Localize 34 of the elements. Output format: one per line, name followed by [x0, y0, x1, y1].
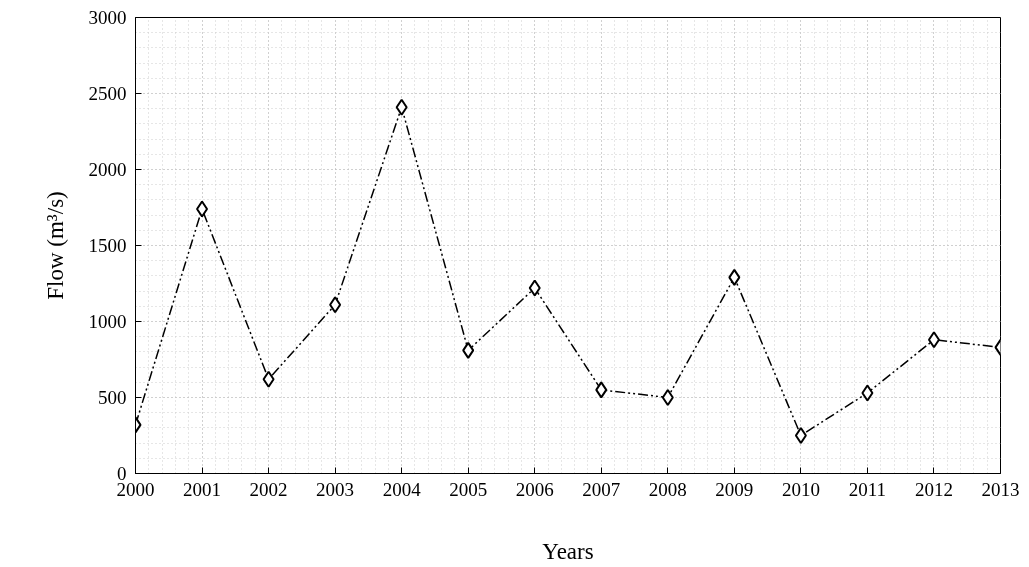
y-tick-label: 2500 — [88, 83, 127, 104]
x-tick-label: 2004 — [382, 478, 422, 500]
y-tick-label: 2000 — [88, 159, 127, 180]
y-tick-label: 1000 — [88, 311, 127, 332]
y-tick-label: 3000 — [88, 7, 127, 28]
x-tick-label: 2010 — [781, 478, 820, 500]
x-tick-label: 2008 — [648, 478, 687, 500]
x-tick-label: 2006 — [515, 478, 554, 500]
x-tick-label: 2011 — [848, 478, 887, 500]
x-tick-label: 2002 — [249, 478, 288, 500]
point — [196, 200, 209, 218]
point — [728, 268, 741, 286]
point — [329, 296, 342, 314]
point — [661, 389, 674, 406]
x-tick-label: 2007 — [582, 478, 621, 500]
point — [595, 381, 608, 399]
y-tick-label: 0 — [117, 463, 127, 484]
point — [794, 427, 807, 444]
x-tick-label: 2013 — [981, 478, 1020, 500]
x-tick-label: 2001 — [183, 478, 222, 500]
point — [462, 341, 475, 359]
x-axis-title: Years — [542, 538, 594, 564]
point — [861, 384, 874, 402]
x-tick-label: 2003 — [316, 478, 355, 500]
point — [262, 370, 275, 388]
point — [528, 279, 541, 297]
x-tick-label: 2009 — [715, 478, 754, 500]
y-tick-label: 1500 — [88, 235, 127, 256]
point — [395, 98, 408, 116]
y-tick-label: 500 — [98, 387, 127, 408]
x-tick-label: 2012 — [914, 478, 953, 500]
x-tick-label: 2005 — [449, 478, 488, 500]
y-axis-title: Flow (m³/s) — [42, 191, 68, 300]
point — [927, 331, 940, 349]
